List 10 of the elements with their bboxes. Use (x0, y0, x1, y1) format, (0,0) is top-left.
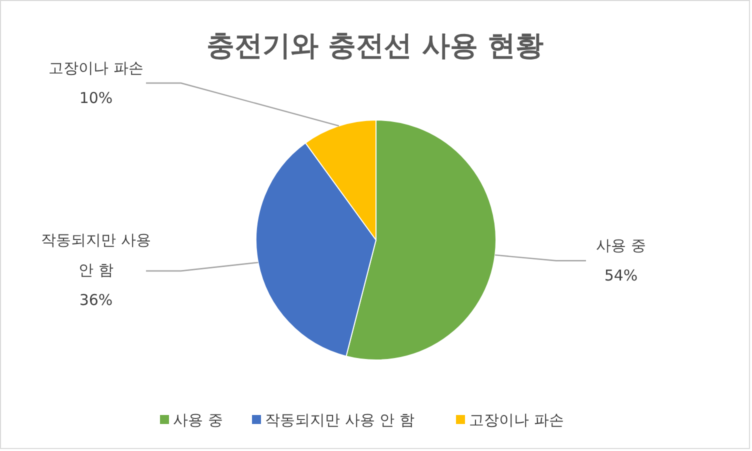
legend-label: 작동되지만 사용 안 함 (265, 411, 414, 429)
slice-label: 고장이나 파손 (48, 59, 144, 78)
slice-label: 사용 중 (596, 236, 646, 255)
slice-label: 작동되지만 사용 안 함 (41, 230, 151, 279)
data-label: 36% (79, 290, 113, 309)
chart-title: 충전기와 충전선 사용 현황 (206, 29, 544, 62)
data-label: 10% (79, 89, 113, 108)
legend-label: 사용 중 (173, 411, 223, 429)
data-label: 54% (604, 266, 638, 285)
legend-label: 고장이나 파손 (469, 411, 564, 429)
